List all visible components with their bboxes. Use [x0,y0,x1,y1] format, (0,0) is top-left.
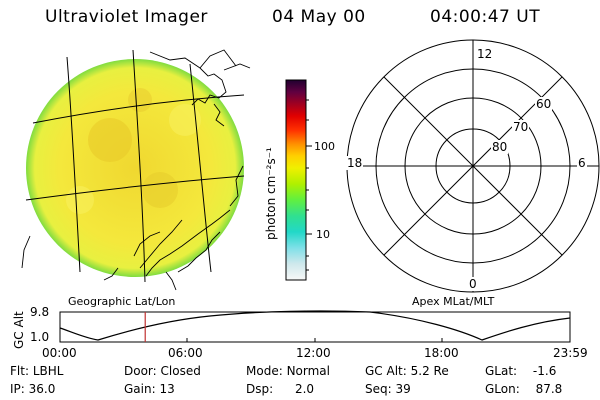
info-ip-label: IP: [10,382,25,396]
mlt-label-0: 0 [468,277,478,291]
info-gain: Gain: 13 [124,382,175,396]
info-flt-label: Flt: [10,364,29,378]
mlt-label-18: 18 [346,156,364,170]
info-dsp-value: 2.0 [294,382,315,396]
gc-alt-ticks [59,338,571,342]
gc-alt-ymax: 9.8 [30,305,50,319]
gc-alt-ylabel: GC Alt [12,311,26,349]
gc-alt-xtick-2: 12:00 [296,346,331,360]
header-time: 04:00:47 UT [430,7,541,27]
colorbar-unit-label: photon cm⁻²s⁻¹ [264,147,278,240]
gc-alt-xtick-3: 18:00 [424,346,459,360]
info-glon-label: GLon: [485,382,520,396]
geographic-grid [25,49,245,283]
app-title: Ultraviolet Imager [45,7,208,27]
gc-alt-xtick-4: 23:59 [553,346,588,360]
info-mode: Mode: Normal [246,364,330,378]
lat-ring-70: 70 [512,120,530,134]
gc-alt-plot-frame [59,311,571,343]
info-ip: IP: 36.0 [10,382,55,396]
info-gcalt-value: 5.2 Re [410,364,449,378]
lat-ring-60: 60 [535,97,553,111]
uv-disc-image [26,59,244,277]
info-glon-value: 87.8 [535,382,563,396]
info-seq-value: 39 [395,382,411,396]
info-glat: GLat: -1.6 [485,364,556,378]
header-date: 04 May 00 [272,7,366,27]
colorbar-tick-100: 100 [314,140,335,153]
gc-alt-curve [59,310,571,341]
info-gain-value: 13 [159,382,175,396]
info-mode-value: Normal [286,364,330,378]
coastlines [21,49,251,291]
info-flt: Flt: LBHL [10,364,63,378]
apex-polar-plot [346,39,600,293]
gc-alt-xtick-0: 00:00 [42,346,77,360]
info-gcalt: GC Alt: 5.2 Re [365,364,449,378]
info-gcalt-label: GC Alt: [365,364,407,378]
mlt-label-6: 6 [577,156,587,170]
lat-ring-80: 80 [491,140,509,154]
right-panel-label: Apex MLat/MLT [412,295,495,308]
info-flt-value: LBHL [32,364,64,378]
info-ip-value: 36.0 [28,382,56,396]
info-mode-label: Mode: [246,364,283,378]
info-door-value: Closed [160,364,201,378]
mlt-label-12: 12 [476,47,494,61]
gc-alt-xtick-1: 06:00 [168,346,203,360]
colorbar [285,79,307,281]
info-dsp-label: Dsp: [246,382,274,396]
info-seq-label: Seq: [365,382,392,396]
info-dsp: Dsp: 2.0 [246,382,314,396]
info-door-label: Door: [124,364,157,378]
colorbar-tick-10: 10 [316,228,330,241]
left-panel-label: Geographic Lat/Lon [68,295,176,308]
gc-alt-ymin: 1.0 [30,330,50,344]
info-seq: Seq: 39 [365,382,411,396]
info-gain-label: Gain: [124,382,156,396]
info-door: Door: Closed [124,364,201,378]
info-glat-value: -1.6 [532,364,557,378]
info-glat-label: GLat: [485,364,518,378]
info-glon: GLon: 87.8 [485,382,562,396]
